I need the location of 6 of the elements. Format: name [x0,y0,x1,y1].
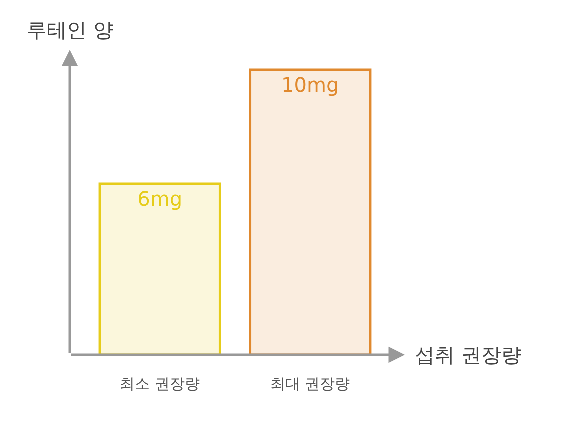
data-label: 6mg [138,186,183,211]
x-tick-label: 최소 권장량 [120,375,200,393]
x-axis-title: 섭취 권장량 [415,343,522,367]
data-label: 10mg [282,72,340,97]
x-tick-label: 최대 권장량 [270,375,350,393]
y-axis-title: 루테인 양 [27,18,114,42]
